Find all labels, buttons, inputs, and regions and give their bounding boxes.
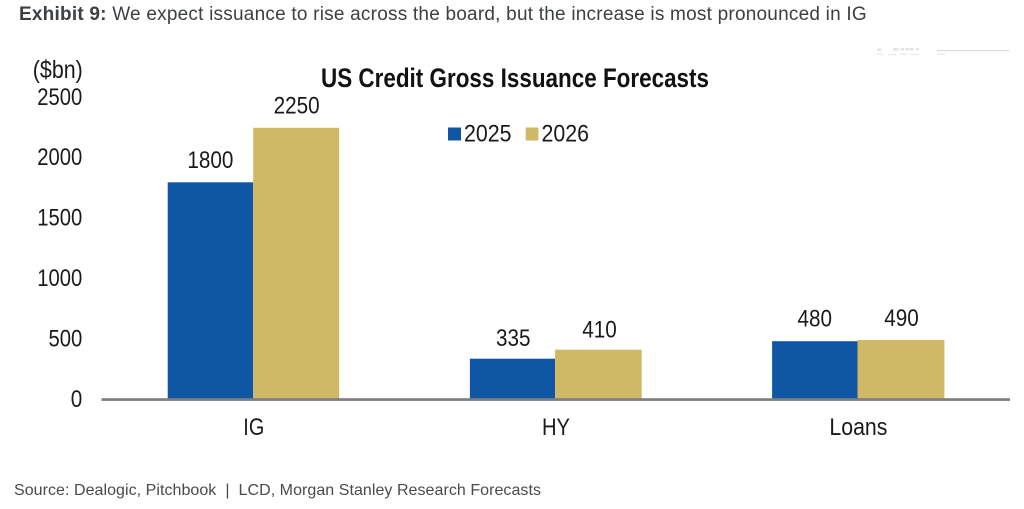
svg-text:2250: 2250 (274, 92, 320, 119)
svg-text:410: 410 (582, 316, 617, 343)
svg-text:1000: 1000 (37, 265, 82, 292)
svg-text:2000: 2000 (37, 144, 82, 171)
svg-text:HY: HY (542, 414, 570, 441)
svg-text:IG: IG (243, 414, 264, 441)
svg-text:($bn): ($bn) (33, 56, 83, 84)
svg-text:Loans: Loans (829, 414, 887, 441)
svg-text:2026: 2026 (542, 120, 590, 147)
svg-text:US Credit Gross Issuance Forec: US Credit Gross Issuance Forecasts (321, 63, 709, 93)
svg-text:2500: 2500 (37, 84, 82, 111)
svg-text:0: 0 (71, 386, 83, 413)
svg-text:1500: 1500 (37, 205, 82, 232)
svg-text:480: 480 (798, 305, 833, 332)
svg-text:1800: 1800 (187, 147, 233, 174)
svg-text:500: 500 (49, 326, 83, 353)
svg-text:2025: 2025 (464, 120, 512, 147)
svg-text:335: 335 (496, 325, 531, 352)
svg-text:490: 490 (884, 305, 919, 332)
